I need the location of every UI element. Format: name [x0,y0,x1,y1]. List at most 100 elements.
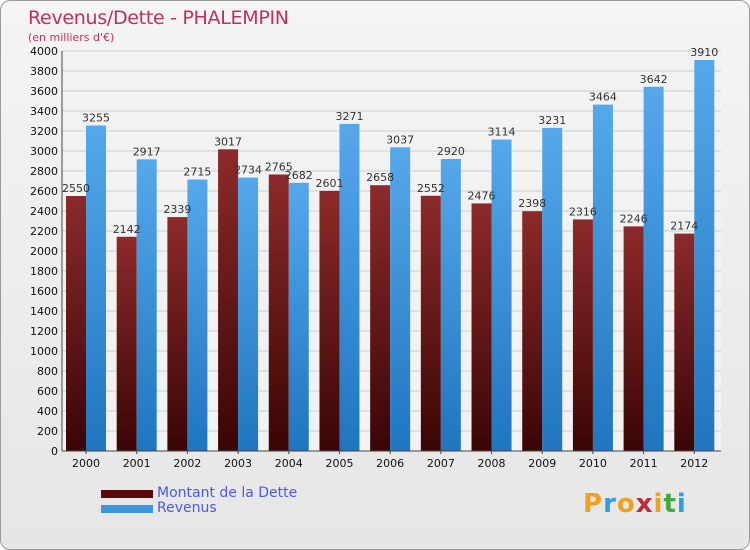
legend-label-dette: Montant de la Dette [157,485,298,501]
x-tick-label: 2003 [224,457,252,470]
bar-revenus [86,125,106,451]
value-label-dette: 2339 [163,203,191,216]
bars: 2550 3255 2142 2917 2339 2715 3017 2734 27652682… [62,46,718,452]
x-tick-label: 2011 [630,457,658,470]
logo-letter: t [663,489,677,519]
legend-swatch-dette [101,490,153,498]
value-label-revenus: 2917 [133,145,161,158]
value-label-dette: 2316 [569,205,597,218]
bar-dette [319,190,340,451]
bar-dette [522,211,543,451]
bar-revenus [187,179,208,451]
bar-dette [116,236,137,451]
bar-dette [471,203,492,451]
y-tick-label: 2200 [30,225,58,238]
logo-letter: i [653,489,664,519]
value-label-dette: 2550 [62,182,90,195]
chart-title: Revenus/Dette - PHALEMPIN [28,7,289,29]
bar-dette [268,174,289,451]
x-tick-label: 2001 [123,457,151,470]
bar-revenus [440,159,461,451]
bar-revenus [592,104,613,451]
x-tick-label: 2012 [680,457,708,470]
y-tick-label: 400 [37,405,58,418]
y-tick-label: 1800 [30,265,58,278]
y-tick-label: 800 [37,365,58,378]
bar-revenus [643,86,664,452]
value-label-dette: 2601 [315,177,343,190]
value-label-dette: 2174 [670,220,698,233]
bar-revenus [136,159,157,452]
bar-dette [370,185,391,451]
bar-revenus [288,182,309,452]
value-label-revenus: 3037 [386,133,414,146]
logo-letter: r [603,489,617,519]
y-tick-label: 3200 [30,125,58,138]
bar-revenus [542,127,563,452]
value-label-revenus: 2734 [234,164,262,177]
y-tick-label: 4000 [30,45,58,58]
y-tick-label: 1600 [30,285,58,298]
y-tick-label: 2600 [30,185,58,198]
x-tick-label: 2007 [427,457,455,470]
y-tick-label: 2800 [30,165,58,178]
value-label-revenus: 3255 [82,112,110,125]
bar-revenus [694,60,715,451]
value-label-dette: 3017 [214,135,242,148]
value-label-revenus: 2715 [183,166,211,179]
y-tick-label: 1400 [30,305,58,318]
y-tick-label: 3400 [30,105,58,118]
value-label-dette: 2765 [265,161,293,174]
y-tick-label: 3000 [30,145,58,158]
value-label-dette: 2552 [417,182,445,195]
legend-label-revenus: Revenus [157,500,217,516]
value-label-revenus: 3271 [335,110,363,123]
value-label-revenus: 3910 [690,46,718,59]
value-label-revenus: 3464 [589,91,617,104]
proxiti-logo: Proxiti [583,489,687,519]
bar-dette [167,217,188,451]
y-tick-label: 600 [37,385,58,398]
value-label-dette: 2658 [366,171,394,184]
value-label-revenus: 3231 [538,114,566,127]
value-label-revenus: 2682 [285,169,313,182]
x-tick-label: 2008 [478,457,506,470]
x-tick-label: 2006 [376,457,404,470]
bar-dette [66,196,86,451]
value-label-dette: 2142 [113,223,141,236]
x-tick-label: 2002 [173,457,201,470]
chart-subtitle: (en milliers d'€) [28,31,115,44]
value-label-revenus: 2920 [437,145,465,158]
value-label-dette: 2398 [518,197,546,210]
x-tick-label: 2009 [528,457,556,470]
value-label-dette: 2476 [468,189,496,202]
y-tick-label: 2400 [30,205,58,218]
value-label-revenus: 3642 [640,73,668,86]
logo-letter: o [616,489,636,519]
bar-dette [572,219,593,451]
axes: 0 200 400 600 800 1000 1200 1400 1600 1800 2000 220… [30,45,721,470]
y-tick-label: 0 [51,445,58,458]
y-tick-label: 1200 [30,325,58,338]
y-tick-label: 1000 [30,345,58,358]
bar-revenus [238,177,259,451]
bar-dette [623,226,644,451]
legend-swatch-revenus [101,505,153,513]
logo-letter: x [635,489,654,519]
x-tick-label: 2010 [579,457,607,470]
value-label-dette: 2246 [620,212,648,225]
bar-revenus [339,123,360,452]
x-tick-label: 2004 [275,457,303,470]
logo-letter: P [583,489,604,519]
bar-dette [674,233,695,451]
y-tick-label: 200 [37,425,58,438]
value-label-revenus: 3114 [488,126,516,139]
y-tick-label: 3800 [30,65,58,78]
y-tick-label: 3600 [30,85,58,98]
x-tick-label: 2005 [325,457,353,470]
bar-revenus [390,147,411,452]
logo-letter: i [676,489,687,519]
x-tick-label: 2000 [72,457,100,470]
